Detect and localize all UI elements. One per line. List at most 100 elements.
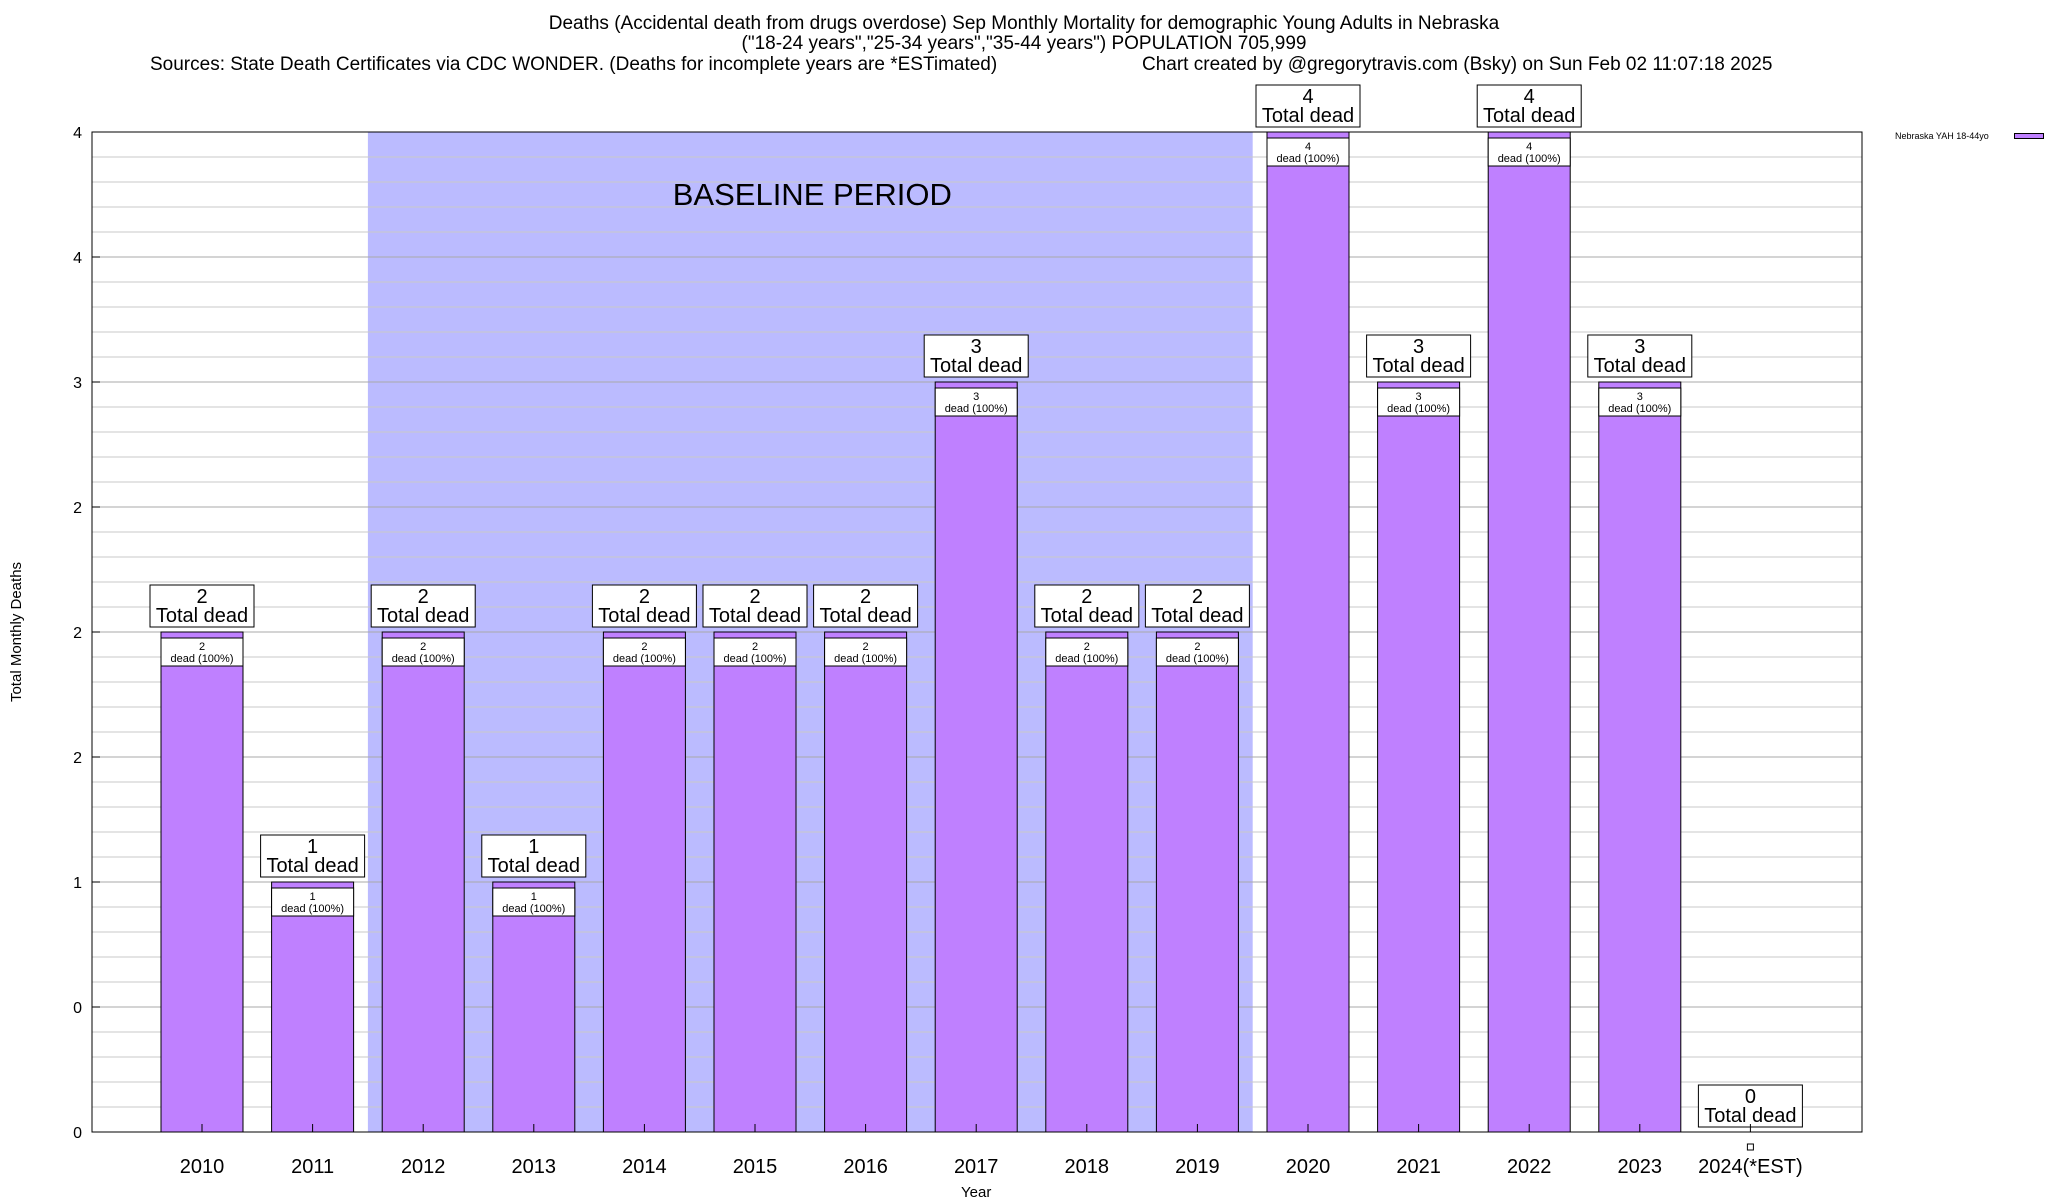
total-label-box [149,584,255,628]
total-label-value: 2 [418,586,429,608]
total-label-caption: Total dead [709,605,801,627]
total-label-box [481,834,587,878]
total-label-box [1366,334,1472,378]
inner-label-box [824,637,908,667]
inner-label-caption: dead (100%) [1055,653,1118,665]
total-label-caption: Total dead [1704,1105,1796,1127]
y-tick-label: 4 [73,125,82,142]
y-axis-label: Total Monthly Deaths [8,562,25,702]
x-tick-label: 2011 [291,1156,334,1178]
inner-label-value: 1 [531,891,537,903]
total-label-box [260,834,366,878]
inner-label-value: 2 [1194,641,1200,653]
inner-label-caption: dead (100%) [613,653,676,665]
total-label-box [702,584,808,628]
total-label-box [813,584,919,628]
chart-title: Deaths (Accidental death from drugs over… [548,13,1500,34]
inner-label-value: 2 [1084,641,1090,653]
inner-label-caption: dead (100%) [502,903,565,915]
inner-label-box [1377,387,1461,417]
bar-2015 [713,631,797,1133]
total-label-box [1476,84,1582,128]
inner-label-value: 2 [752,641,758,653]
total-label-box [591,584,697,628]
baseline-period-label: BASELINE PERIOD [673,177,952,212]
inner-label-caption: dead (100%) [171,653,234,665]
total-label-box [1255,84,1361,128]
inner-label-box [381,637,465,667]
x-tick-label: 2018 [1065,1156,1110,1178]
total-label-value: 1 [528,836,539,858]
x-tick-label: 2015 [733,1156,778,1178]
inner-label-caption: dead (100%) [1608,403,1671,415]
inner-label-value: 2 [199,641,205,653]
x-tick-label: 2014 [622,1156,667,1178]
total-label-caption: Total dead [156,605,248,627]
inner-label-value: 3 [1637,391,1643,403]
chart-subtitle: ("18-24 years","25-34 years","35-44 year… [741,33,1307,54]
total-label-value: 3 [971,336,982,358]
inner-label-box [1487,137,1571,167]
inner-label-caption: dead (100%) [724,653,787,665]
inner-label-caption: dead (100%) [1387,403,1450,415]
inner-label-box [1155,637,1239,667]
y-tick-label: 4 [73,250,82,267]
total-label-caption: Total dead [1041,605,1133,627]
inner-label-box [1598,387,1682,417]
total-label-caption: Total dead [1483,105,1575,127]
inner-label-box [271,887,355,917]
bar-2024(*EST)-empty-marker [1746,1143,1754,1151]
inner-label-box [602,637,686,667]
inner-label-value: 2 [641,641,647,653]
inner-label-box [713,637,797,667]
total-label-box [1144,584,1250,628]
y-tick-label: 0 [73,1000,82,1017]
total-label-caption: Total dead [819,605,911,627]
total-label-caption: Total dead [1372,355,1464,377]
inner-label-box [1045,637,1129,667]
inner-label-caption: dead (100%) [392,653,455,665]
total-label-value: 2 [1192,586,1203,608]
x-tick-label: 2021 [1396,1156,1441,1178]
inner-label-box [492,887,576,917]
inner-label-box [160,637,244,667]
total-label-caption: Total dead [1151,605,1243,627]
inner-label-value: 3 [973,391,979,403]
bar-2014 [602,631,686,1133]
bar-2010 [160,631,244,1133]
total-label-value: 3 [1413,336,1424,358]
bar-2011 [271,881,355,1133]
inner-label-caption: dead (100%) [1498,153,1561,165]
inner-label-value: 4 [1305,141,1311,153]
bar-2012 [381,631,465,1133]
bar-2019 [1155,631,1239,1133]
total-label-value: 0 [1745,1086,1756,1108]
total-label-box [370,584,476,628]
x-axis-label: Year [961,1184,991,1200]
total-label-box [1697,1084,1803,1128]
total-label-value: 2 [196,586,207,608]
y-tick-label: 3 [73,375,82,392]
total-label-value: 2 [749,586,760,608]
total-label-caption: Total dead [488,855,580,877]
total-label-value: 2 [639,586,650,608]
bar-2013 [492,881,576,1133]
x-tick-label: 2022 [1507,1156,1552,1178]
total-label-caption: Total dead [377,605,469,627]
inner-label-caption: dead (100%) [945,403,1008,415]
bar-2021 [1377,381,1461,1133]
y-tick-label: 2 [73,625,82,642]
bar-2016 [824,631,908,1133]
total-label-value: 3 [1634,336,1645,358]
inner-label-box [934,387,1018,417]
inner-label-value: 2 [863,641,869,653]
total-label-value: 1 [307,836,318,858]
x-tick-label: 2020 [1286,1156,1331,1178]
total-label-box [923,334,1029,378]
total-label-box [1587,334,1693,378]
x-tick-label: 2017 [954,1156,999,1178]
total-label-caption: Total dead [930,355,1022,377]
chart-credit: Chart created by @gregorytravis.com (Bsk… [1142,54,1773,75]
x-tick-label: 2012 [401,1156,446,1178]
